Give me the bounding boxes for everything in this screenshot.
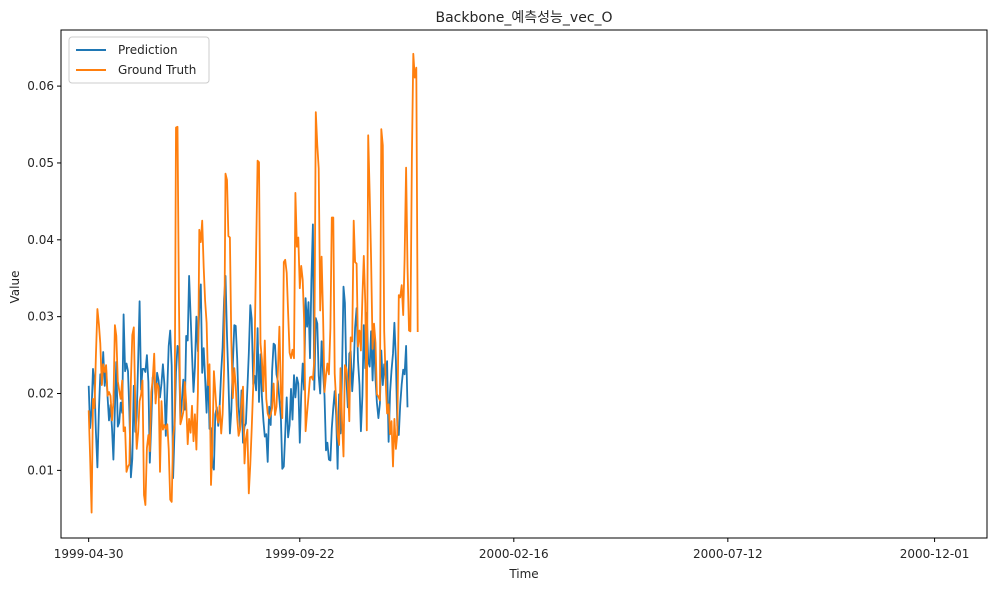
x-tick-label: 2000-12-01: [900, 547, 970, 561]
y-axis-ticks: 0.01 0.02 0.03 0.04 0.05 0.06: [27, 79, 61, 477]
y-tick-label: 0.05: [27, 156, 54, 170]
y-axis-label: Value: [8, 271, 22, 304]
y-tick-label: 0.01: [27, 463, 54, 477]
plot-frame: [60, 29, 988, 539]
series-line-ground-truth: [87, 52, 419, 514]
x-tick-label: 1999-09-22: [265, 547, 335, 561]
y-tick-label: 0.04: [27, 233, 54, 247]
series-line-prediction: [87, 223, 409, 480]
y-tick-label: 0.02: [27, 387, 54, 401]
x-tick-label: 2000-02-16: [479, 547, 549, 561]
x-axis-ticks: 1999-04-30 1999-09-22 2000-02-16 2000-07-12…: [54, 538, 970, 561]
legend-box: [68, 36, 210, 84]
x-axis-label: Time: [508, 567, 538, 581]
chart-title: Backbone_예측성능_vec_O: [435, 10, 612, 26]
series-layer: [87, 52, 419, 514]
legend: Prediction Ground Truth: [68, 36, 210, 84]
legend-label-prediction: Prediction: [118, 43, 178, 57]
x-tick-label: 1999-04-30: [54, 547, 124, 561]
y-tick-label: 0.06: [27, 79, 54, 93]
legend-label-ground-truth: Ground Truth: [118, 63, 196, 77]
x-tick-label: 2000-07-12: [693, 547, 763, 561]
y-tick-label: 0.03: [27, 310, 54, 324]
